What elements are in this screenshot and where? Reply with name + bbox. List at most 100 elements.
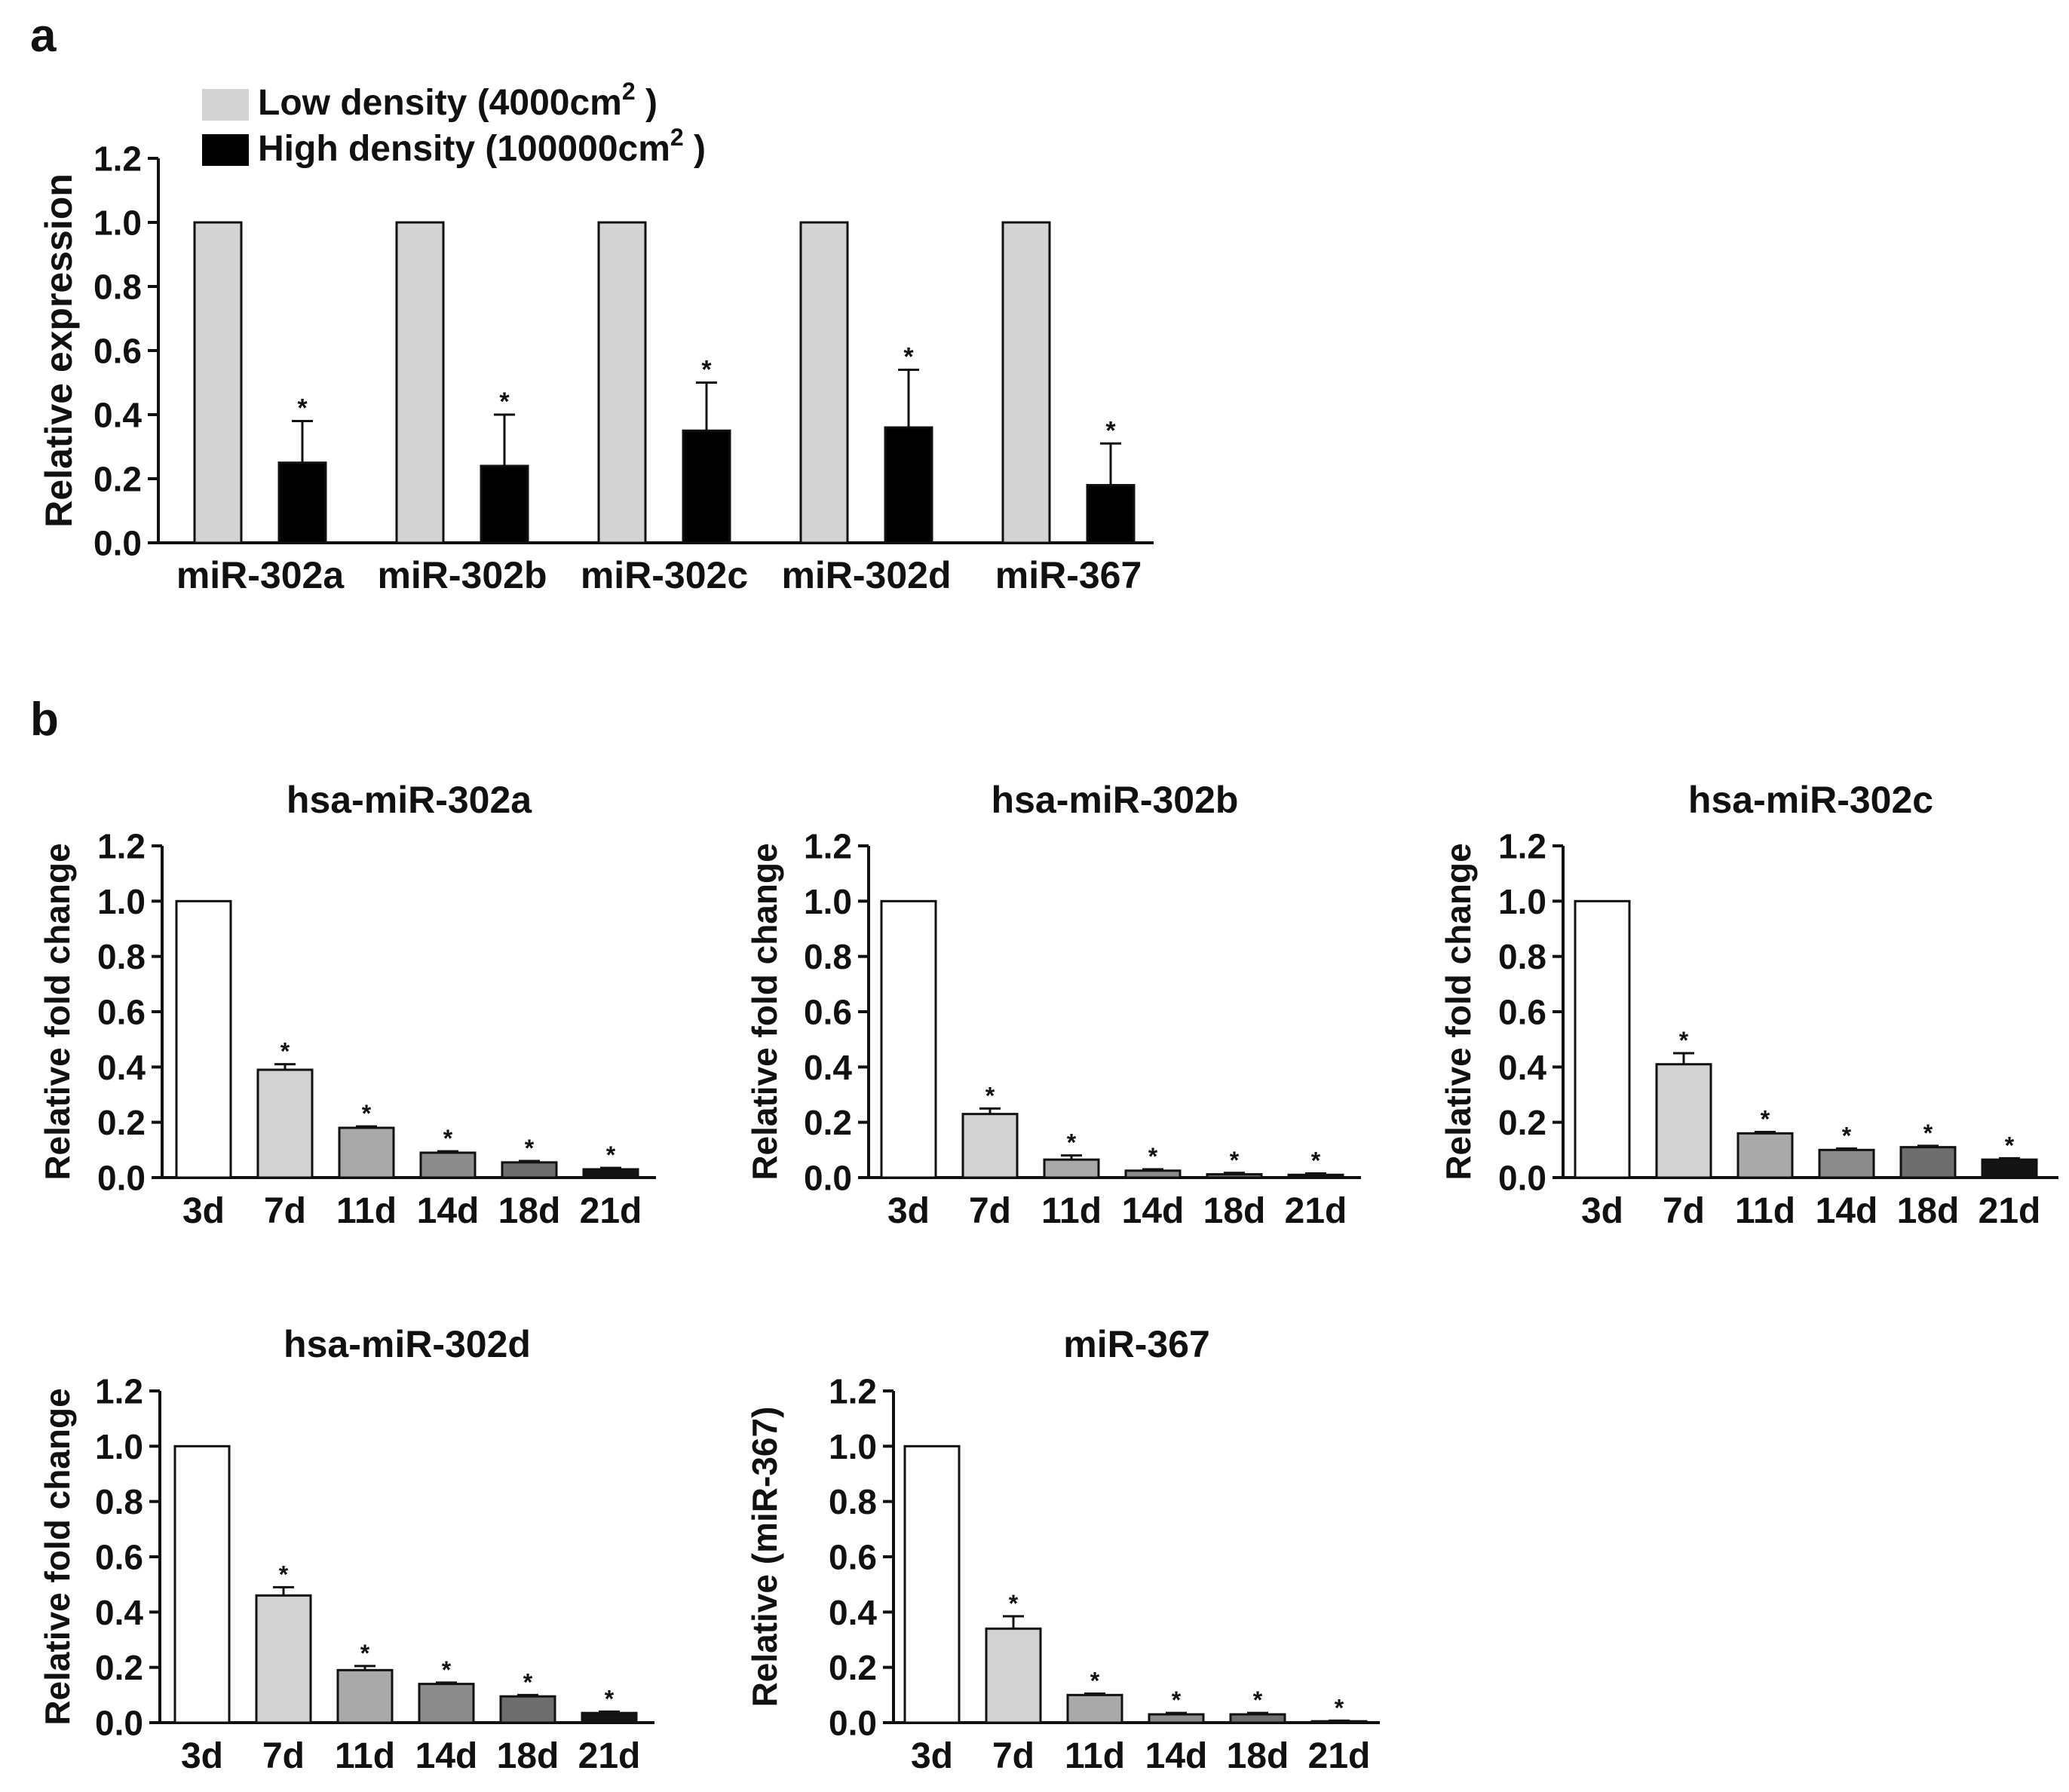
x-category-label: 11d bbox=[1041, 1191, 1102, 1231]
y-tick-label: 1.2 bbox=[804, 827, 852, 866]
significance-star: * bbox=[1253, 1686, 1263, 1714]
legend-swatch-low bbox=[202, 89, 249, 121]
significance-star: * bbox=[280, 1038, 290, 1065]
bar bbox=[1001, 221, 1051, 544]
x-category-label: 14d bbox=[1816, 1191, 1878, 1231]
x-category-label: miR-302d bbox=[781, 554, 951, 596]
bar bbox=[480, 464, 529, 544]
x-category-label: 18d bbox=[497, 1736, 559, 1776]
significance-star: * bbox=[903, 343, 914, 372]
x-category-label: 18d bbox=[1203, 1191, 1266, 1231]
chart-b1: hsa-miR-302a 0.0 0.2 0.4 0.6 0.8 1.0 1.2 Relativ… bbox=[38, 779, 656, 1231]
bar bbox=[1899, 1146, 1957, 1179]
x-category-label: 3d bbox=[887, 1191, 930, 1231]
y-tick-label: 0.2 bbox=[95, 1648, 143, 1687]
significance-star: * bbox=[362, 1100, 372, 1127]
significance-star: * bbox=[1105, 416, 1116, 445]
x-category-label: 21d bbox=[1979, 1191, 2041, 1231]
x-category-label: 14d bbox=[1122, 1191, 1185, 1231]
x-category-label: 11d bbox=[335, 1736, 395, 1776]
y-tick-label: 0.8 bbox=[829, 1482, 877, 1521]
significance-star: * bbox=[1148, 1143, 1158, 1170]
x-category-label: 7d bbox=[1663, 1191, 1705, 1231]
bar bbox=[903, 1444, 961, 1724]
significance-star: * bbox=[1923, 1120, 1933, 1147]
significance-star: * bbox=[525, 1135, 535, 1162]
bar bbox=[582, 1168, 639, 1179]
bar bbox=[255, 1594, 312, 1724]
x-category-label: 3d bbox=[911, 1736, 953, 1776]
bar bbox=[277, 461, 327, 544]
significance-star: * bbox=[605, 1685, 615, 1712]
x-category-label: 14d bbox=[1145, 1736, 1208, 1776]
legend-label-high: High density (100000cm2 ) bbox=[258, 124, 706, 169]
bar bbox=[985, 1627, 1042, 1724]
significance-star: * bbox=[1090, 1668, 1100, 1695]
chart-b5: miR-367 0.0 0.2 0.4 0.6 0.8 1.0 1.2 Relative (mi… bbox=[745, 1323, 1380, 1776]
significance-star: * bbox=[1230, 1147, 1240, 1174]
x-category-label: 3d bbox=[181, 1736, 223, 1776]
x-category-label: 3d bbox=[182, 1191, 225, 1231]
x-category-label: 11d bbox=[1735, 1191, 1795, 1231]
y-tick-label: 0.0 bbox=[95, 1704, 143, 1743]
bar bbox=[682, 429, 731, 544]
y-tick-label: 1.0 bbox=[1498, 882, 1546, 921]
y-tick-label: 1.2 bbox=[93, 139, 142, 179]
y-tick-label: 0.6 bbox=[829, 1538, 877, 1577]
bar bbox=[501, 1161, 558, 1179]
significance-star: * bbox=[1842, 1123, 1852, 1150]
bar bbox=[418, 1683, 475, 1724]
bar bbox=[597, 221, 647, 544]
significance-star: * bbox=[985, 1082, 995, 1109]
bar bbox=[338, 1126, 395, 1179]
y-tick-label: 0.2 bbox=[97, 1103, 146, 1142]
bar bbox=[1229, 1713, 1286, 1724]
y-tick-label: 0.2 bbox=[1498, 1103, 1546, 1142]
y-tick-label: 0.0 bbox=[1498, 1159, 1546, 1198]
chart-title: hsa-miR-302a bbox=[287, 779, 532, 821]
y-tick-label: 1.0 bbox=[93, 204, 142, 243]
significance-star: * bbox=[1009, 1590, 1019, 1617]
significance-star: * bbox=[701, 356, 712, 384]
y-tick-label: 1.2 bbox=[1498, 827, 1546, 866]
bar bbox=[884, 426, 933, 544]
y-tick-label: 0.2 bbox=[93, 460, 142, 499]
y-tick-label: 0.4 bbox=[1498, 1048, 1546, 1087]
y-tick-label: 0.4 bbox=[97, 1048, 146, 1087]
bar bbox=[1655, 1063, 1712, 1179]
bar bbox=[1981, 1158, 2038, 1179]
bar bbox=[173, 1444, 231, 1724]
y-tick-label: 1.0 bbox=[97, 882, 146, 921]
bar bbox=[1206, 1173, 1263, 1179]
significance-star: * bbox=[1067, 1129, 1077, 1156]
significance-star: * bbox=[279, 1561, 289, 1588]
y-tick-label: 0.2 bbox=[804, 1103, 852, 1142]
bar bbox=[799, 221, 849, 544]
bar bbox=[395, 221, 445, 544]
chart-a: 0.0 0.2 0.4 0.6 0.8 1.0 1.2 Relative expression… bbox=[38, 139, 1154, 596]
chart-b3: hsa-miR-302c 0.0 0.2 0.4 0.6 0.8 1.0 1.2 Relativ… bbox=[1439, 779, 2058, 1231]
x-category-label: 7d bbox=[992, 1736, 1034, 1776]
panel-label-a: a bbox=[30, 10, 57, 62]
y-tick-label: 0.0 bbox=[804, 1159, 852, 1198]
bar bbox=[336, 1668, 394, 1724]
y-tick-label: 0.0 bbox=[93, 524, 142, 563]
significance-star: * bbox=[1335, 1694, 1344, 1721]
y-tick-label: 0.0 bbox=[829, 1704, 877, 1743]
bar bbox=[1736, 1132, 1794, 1179]
y-tick-label: 0.4 bbox=[829, 1593, 877, 1632]
x-category-label: 11d bbox=[1065, 1736, 1125, 1776]
y-tick-label: 0.8 bbox=[1498, 937, 1546, 976]
significance-star: * bbox=[1311, 1147, 1321, 1175]
x-category-label: 21d bbox=[580, 1191, 642, 1231]
panel-label-b: b bbox=[30, 694, 59, 746]
bar bbox=[1086, 484, 1136, 544]
y-axis-label: Relative expression bbox=[38, 173, 80, 528]
bar bbox=[193, 221, 243, 544]
y-axis-label: Relative (miR-367) bbox=[745, 1407, 784, 1708]
chart-title: hsa-miR-302b bbox=[992, 779, 1239, 821]
y-tick-label: 1.2 bbox=[829, 1372, 877, 1411]
chart-b4: hsa-miR-302d 0.0 0.2 0.4 0.6 0.8 1.0 1.2 Relativ… bbox=[38, 1323, 654, 1776]
x-category-label: 14d bbox=[415, 1736, 478, 1776]
